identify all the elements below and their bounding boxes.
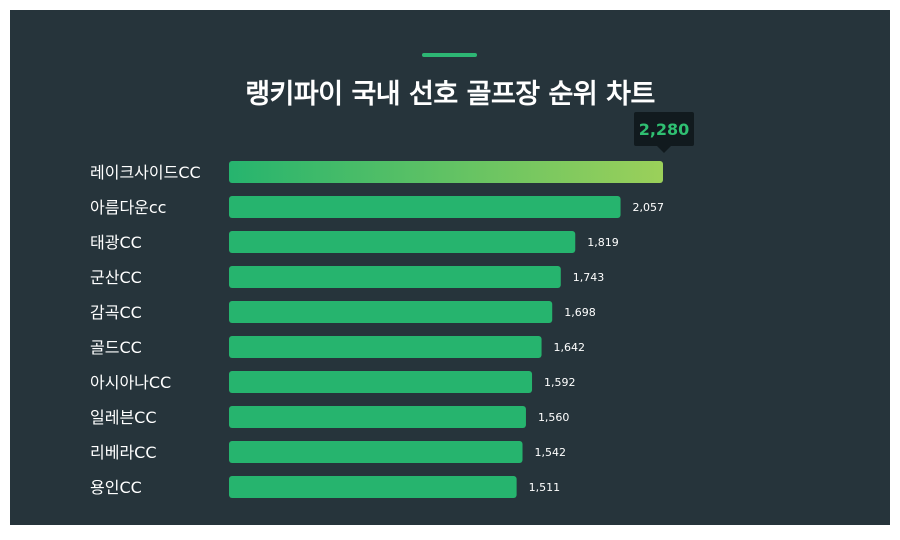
bar [229,441,523,463]
category-label: 일레븐CC [90,408,157,427]
value-label: 1,698 [564,306,596,319]
value-label: 1,592 [544,376,576,389]
category-label: 아시아나CC [90,373,171,392]
highlight-value-tooltip: 2,280 [634,112,694,146]
chart-title: 랭키파이 국내 선호 골프장 순위 차트 [245,79,655,110]
category-label: 리베라CC [90,443,157,462]
bar [229,266,561,288]
title-accent-line [422,53,477,57]
value-label: 1,743 [573,271,605,284]
bar [229,371,533,393]
value-label: 1,511 [529,481,561,494]
category-label: 레이크사이드CC [90,163,201,182]
bar [229,406,526,428]
category-label: 용인CC [90,478,142,497]
bar-highlighted [229,161,663,183]
category-label: 골드CC [90,338,142,357]
bar [229,476,517,498]
bar [229,336,542,358]
value-label: 1,560 [538,411,570,424]
category-label: 태광CC [90,233,142,252]
tooltip-pointer [657,146,671,153]
bar [229,196,621,218]
value-label: 1,542 [535,446,567,459]
value-label: 1,819 [587,236,619,249]
category-label: 군산CC [90,268,142,287]
bar [229,231,576,253]
value-label: 2,057 [633,201,665,214]
category-label: 아름다운cc [90,198,166,217]
bar [229,301,553,323]
value-label: 1,642 [554,341,586,354]
category-label: 감곡CC [90,303,142,322]
